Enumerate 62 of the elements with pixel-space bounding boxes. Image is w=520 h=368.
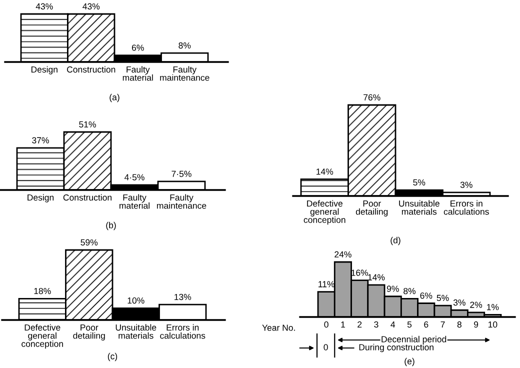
data-label: 3% [460,182,472,188]
data-label: 9% [386,286,399,292]
x-tick-label: 8 [457,321,462,328]
text: (e) [404,358,414,366]
text: (c) [108,352,118,362]
data-label: 4·5% [124,174,144,180]
data-label: 6% [420,292,432,299]
data-label: 51% [79,121,96,128]
data-label: 43% [36,3,53,10]
x-tick-label: Faulty maintenance [160,66,210,81]
data-label: 1% [487,304,499,310]
x-axis-title: Year No. [262,324,295,331]
x-tick-label: 5 [407,321,412,328]
x-tick-label: Unsuitable materials [116,324,156,339]
x-tick-label: Errors in calculations [160,324,206,339]
x-tick-label: Faulty material [120,194,150,209]
data-label: 10% [128,297,144,304]
data-label: 14% [316,168,334,175]
x-tick-label: Errors in calculations [444,200,489,215]
data-label: 59% [80,239,98,246]
data-label: 13% [174,294,192,300]
x-tick-label: Defective general conception [304,200,346,225]
x-tick-label: Poor detailing [73,324,105,340]
data-label: 43% [82,3,100,10]
data-label: 11% [318,281,334,288]
data-label: 7·5% [172,170,192,177]
data-label: 18% [34,288,51,294]
x-tick-label: Defective general conception [22,324,63,349]
data-label: 2% [470,302,482,308]
text: 0 [324,344,328,350]
text: (b) [106,222,116,230]
x-tick-label: Design [28,194,54,202]
data-label: 5% [436,294,449,302]
x-tick-label: Faulty maintenance [157,194,206,209]
x-tick-label: 1 [341,321,345,328]
text: (a) [110,94,120,102]
x-tick-label: Construction [63,194,112,201]
data-label: 8% [178,42,191,49]
text: (d) [390,236,400,246]
x-tick-label: Construction [67,66,116,73]
x-tick-label: 3 [374,321,378,328]
x-tick-label: 4 [390,321,396,328]
x-tick-label: 7 [440,321,445,328]
x-tick-label: 10 [488,321,498,328]
x-tick-label: 0 [324,321,328,328]
x-tick-label: 6 [424,321,428,328]
data-label: 3% [453,299,466,306]
x-tick-label: Poor detailing [356,200,388,216]
data-label: 8% [404,288,416,294]
data-label: 14% [368,274,385,280]
x-tick-label: Faulty material [122,66,153,81]
text: Decennial period [382,336,446,344]
x-tick-label: 2 [358,321,362,328]
data-label: 6% [132,44,144,51]
data-label: 24% [334,251,352,258]
x-tick-label: Design [31,66,58,74]
data-label: 5% [413,179,426,186]
data-label: 76% [364,94,380,100]
data-label: 37% [32,137,49,144]
x-tick-label: 9 [474,321,478,328]
x-tick-label: Unsuitable materials [399,200,440,215]
text: During construction [359,344,434,352]
